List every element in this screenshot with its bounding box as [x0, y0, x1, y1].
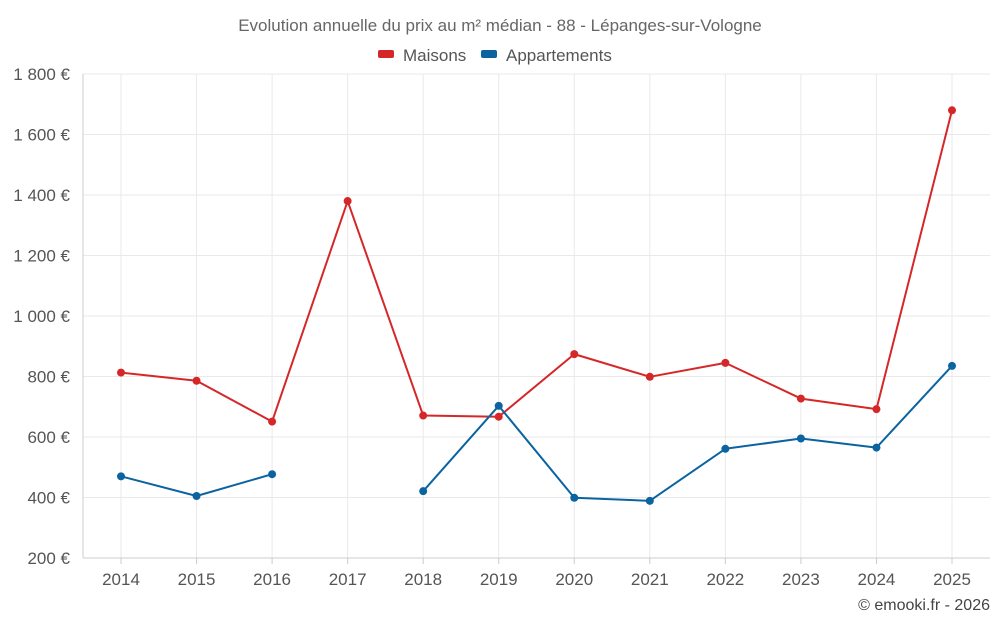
x-tick-label: 2021	[631, 570, 669, 589]
legend-label-appartements: Appartements	[506, 46, 612, 65]
data-point-appartements[interactable]	[796, 434, 805, 443]
data-point-appartements[interactable]	[117, 472, 125, 481]
series-line-maisons	[120, 109, 953, 423]
y-tick-label: 1 000 €	[13, 307, 70, 326]
data-point-maisons[interactable]	[721, 358, 730, 367]
data-point-maisons[interactable]	[268, 417, 277, 426]
credit-text: © emooki.fr - 2026	[858, 597, 990, 614]
y-tick-label: 1 200 €	[13, 247, 70, 266]
data-point-appartements[interactable]	[645, 496, 654, 505]
x-tick-label: 2014	[102, 570, 140, 589]
y-tick-label: 1 600 €	[13, 126, 70, 145]
x-tick-label: 2023	[782, 570, 820, 589]
data-point-appartements[interactable]	[570, 493, 579, 502]
data-point-maisons[interactable]	[796, 394, 805, 403]
data-point-maisons[interactable]	[494, 412, 503, 421]
x-tick-label: 2015	[178, 570, 216, 589]
legend-label-maisons: Maisons	[403, 46, 466, 65]
x-tick-label: 2022	[706, 570, 744, 589]
data-point-maisons[interactable]	[117, 368, 125, 377]
legend-item-maisons[interactable]: Maisons	[378, 46, 466, 65]
x-tick-label: 2016	[253, 570, 291, 589]
data-series	[117, 106, 956, 505]
data-point-appartements[interactable]	[268, 470, 277, 479]
y-tick-label: 400 €	[27, 489, 70, 508]
data-point-maisons[interactable]	[419, 411, 428, 420]
chart-title: Evolution annuelle du prix au m² médian …	[238, 16, 762, 35]
y-tick-label: 1 400 €	[13, 186, 70, 205]
series-appartements	[117, 361, 956, 505]
x-tick-label: 2018	[404, 570, 442, 589]
x-tick-label: 2017	[329, 570, 367, 589]
data-point-appartements[interactable]	[494, 401, 503, 410]
x-tick-label: 2019	[480, 570, 518, 589]
y-tick-label: 200 €	[27, 549, 70, 568]
legend-swatch-maisons	[378, 50, 394, 58]
data-point-appartements[interactable]	[872, 443, 881, 452]
y-tick-label: 600 €	[27, 428, 70, 447]
data-point-maisons[interactable]	[343, 197, 352, 206]
data-point-maisons[interactable]	[570, 350, 579, 359]
data-point-maisons[interactable]	[948, 106, 956, 115]
legend-swatch-appartements	[481, 50, 497, 58]
legend-item-appartements[interactable]: Appartements	[481, 46, 612, 65]
series-maisons	[117, 106, 956, 426]
grid	[83, 73, 990, 558]
axes: 200 € 400 € 600 € 800 € 1 000 € 1 200 € 1 400 …	[13, 65, 990, 589]
data-point-appartements[interactable]	[948, 361, 956, 370]
chart-legend: Maisons Appartements	[378, 46, 612, 65]
data-point-maisons[interactable]	[872, 405, 881, 414]
y-tick-label: 800 €	[27, 368, 70, 387]
data-point-appartements[interactable]	[721, 444, 730, 453]
data-point-appartements[interactable]	[419, 487, 428, 496]
x-tick-label: 2020	[555, 570, 593, 589]
x-tick-label: 2025	[933, 570, 971, 589]
data-point-maisons[interactable]	[645, 372, 654, 381]
data-point-appartements[interactable]	[192, 491, 201, 500]
y-tick-label: 1 800 €	[13, 65, 70, 84]
x-tick-label: 2024	[858, 570, 896, 589]
data-point-maisons[interactable]	[192, 376, 201, 385]
